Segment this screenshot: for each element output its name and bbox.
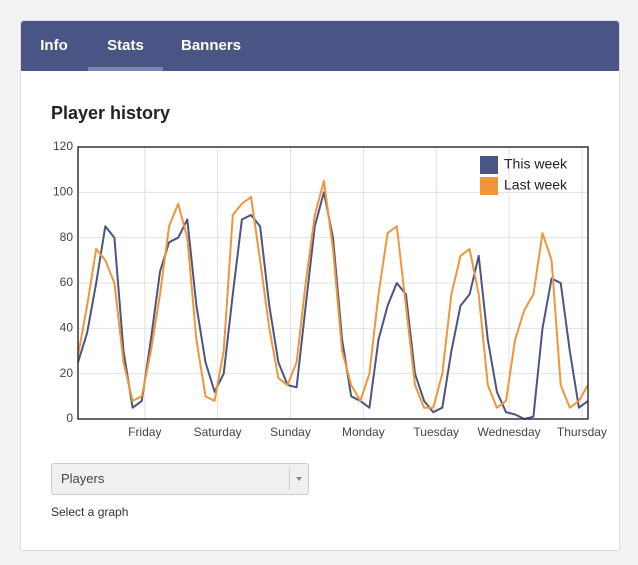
y-tick-label: 60	[60, 275, 74, 289]
card: Info Stats Banners Player history Player…	[20, 20, 620, 551]
chart-title: Player history	[51, 103, 171, 123]
tab[interactable]: Info	[40, 37, 68, 54]
y-tick-label: 40	[60, 321, 74, 335]
legend-swatch	[480, 156, 498, 174]
y-tick-label: 120	[53, 140, 73, 153]
tab[interactable]: Stats	[88, 21, 163, 71]
x-tick-label: Wednesday	[477, 425, 540, 439]
series-line	[77, 180, 589, 409]
x-tick-label: Tuesday	[413, 425, 459, 439]
y-tick-label: 0	[66, 411, 73, 425]
x-tick-label: Thursday	[557, 425, 607, 439]
legend-swatch	[480, 177, 498, 195]
x-tick-label: Monday	[342, 425, 385, 439]
x-tick-label: Sunday	[270, 425, 311, 439]
series-line	[77, 191, 589, 420]
select-value: Players	[61, 471, 105, 486]
graph-select[interactable]: Players	[51, 463, 309, 495]
legend-label: Last week	[504, 177, 568, 193]
y-tick-label: 20	[60, 366, 74, 380]
y-tick-label: 80	[60, 230, 74, 244]
select-arrow	[289, 468, 308, 490]
legend-label: This week	[504, 156, 568, 172]
chart: 0 20 40 60 80 100 120 Friday Saturday Sunday Monda…	[53, 140, 607, 439]
arrow-icon	[296, 477, 302, 481]
tab-bar: Info Stats Banners	[21, 21, 619, 71]
plot-frame	[77, 146, 589, 420]
y-tick-label: 100	[53, 185, 73, 199]
x-tick-label: Friday	[128, 425, 161, 439]
tab[interactable]: Banners	[180, 37, 242, 54]
x-tick-label: Saturday	[194, 425, 242, 439]
select-hint: Select a graph	[51, 505, 129, 519]
